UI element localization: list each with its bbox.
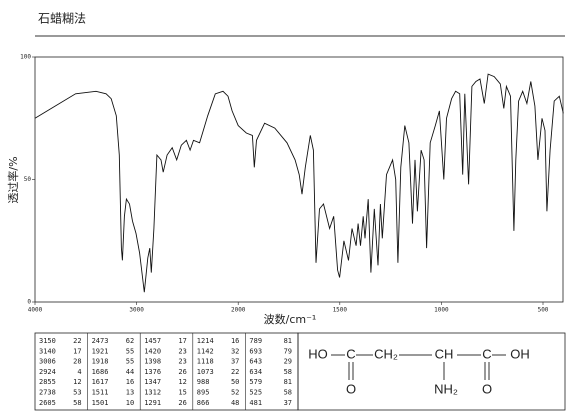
transmittance: 55 [126,347,134,355]
x-tick-label: 2000 [231,307,246,314]
x-tick-label: 500 [538,307,549,314]
transmittance: 79 [284,347,292,355]
wavenumber: 895 [197,389,210,397]
wavenumber: 525 [249,389,262,397]
transmittance: 12 [73,378,81,386]
y-tick-label: 0 [27,299,31,306]
transmittance: 48 [231,399,239,407]
structure-frame [297,332,566,411]
spectrum-line [34,73,564,293]
transmittance: 16 [231,337,239,345]
wavenumber: 1686 [92,368,109,376]
transmittance: 22 [73,337,81,345]
wavenumber: 789 [249,337,262,345]
transmittance: 44 [126,368,134,376]
atom: C [482,346,491,361]
transmittance: 12 [178,378,186,386]
transmittance: 37 [231,358,239,366]
wavenumber: 988 [197,378,210,386]
y-tick-label: 100 [20,54,31,61]
transmittance: 22 [231,368,239,376]
x-tick-label: 1000 [434,307,449,314]
wavenumber: 1398 [144,358,161,366]
atom: CH [435,346,454,361]
structure: HO C CH₂ CH C OH O NH₂ O [308,346,530,396]
wavenumber: 2855 [39,378,56,386]
wavenumber: 1511 [92,389,109,397]
transmittance: 26 [178,368,186,376]
transmittance: 52 [231,389,239,397]
y-axis-label: 透过率/% [6,156,20,203]
wavenumber: 3140 [39,347,56,355]
atom: OH [510,346,530,361]
transmittance: 55 [126,358,134,366]
wavenumber: 3006 [39,358,56,366]
transmittance: 29 [284,358,292,366]
wavenumber: 2738 [39,389,56,397]
transmittance: 15 [178,389,186,397]
transmittance: 58 [284,389,292,397]
wavenumber: 2924 [39,368,56,376]
transmittance: 58 [284,368,292,376]
transmittance: 37 [284,399,292,407]
transmittance: 16 [126,378,134,386]
wavenumber: 643 [249,358,262,366]
transmittance: 81 [284,337,292,345]
wavenumber: 3150 [39,337,56,345]
wavenumber: 1073 [197,368,214,376]
atom: NH₂ [434,381,458,396]
wavenumber: 1420 [144,347,161,355]
wavenumber: 2473 [92,337,109,345]
transmittance: 23 [178,347,186,355]
transmittance: 10 [126,399,134,407]
wavenumber: 481 [249,399,262,407]
transmittance: 50 [231,378,239,386]
transmittance: 17 [73,347,81,355]
transmittance: 62 [126,337,134,345]
wavenumber: 866 [197,399,210,407]
transmittance: 32 [231,347,239,355]
transmittance: 17 [178,337,186,345]
transmittance: 23 [178,358,186,366]
wavenumber: 579 [249,378,262,386]
wavenumber: 1142 [197,347,214,355]
transmittance: 28 [73,358,81,366]
wavenumber: 634 [249,368,262,376]
wavenumber: 1457 [144,337,161,345]
transmittance: 81 [284,378,292,386]
wavenumber: 1214 [197,337,214,345]
transmittance: 4 [77,368,81,376]
wavenumber: 1921 [92,347,109,355]
wavenumber: 1312 [144,389,161,397]
x-tick-label: 3000 [129,307,144,314]
wavenumber: 1118 [197,358,214,366]
wavenumber: 693 [249,347,262,355]
atom: C [346,346,355,361]
wavenumber: 1918 [92,358,109,366]
wavenumber: 1376 [144,368,161,376]
atom: O [346,381,356,396]
transmittance: 26 [178,399,186,407]
wavenumber: 1291 [144,399,161,407]
x-tick-label: 4000 [28,307,43,314]
atom: CH₂ [374,346,398,361]
x-axis-label: 波数/cm⁻¹ [264,313,317,326]
y-tick-label: 50 [24,176,32,183]
plot-frame [34,56,564,303]
transmittance: 53 [73,389,81,397]
wavenumber: 1617 [92,378,109,386]
chart-title: 石蜡糊法 [38,11,86,26]
wavenumber: 1501 [92,399,109,407]
wavenumber: 1347 [144,378,161,386]
atom: O [482,381,492,396]
wavenumber: 2605 [39,399,56,407]
atom: HO [308,346,328,361]
x-tick-label: 1500 [333,307,348,314]
transmittance: 13 [126,389,134,397]
transmittance: 58 [73,399,81,407]
